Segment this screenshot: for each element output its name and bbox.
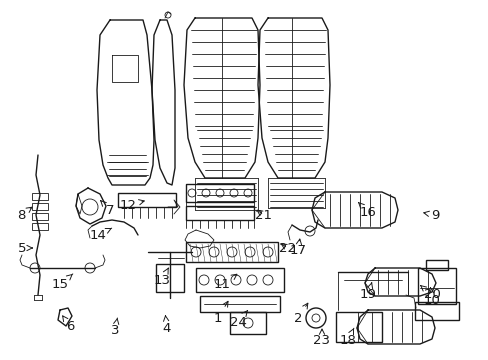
Text: 14: 14 — [89, 228, 111, 242]
Text: 16: 16 — [358, 203, 376, 219]
Bar — [185, 206, 253, 220]
Bar — [414, 302, 458, 320]
Text: 22: 22 — [279, 242, 296, 255]
Text: 7: 7 — [101, 201, 114, 216]
Bar — [425, 260, 447, 270]
Bar — [32, 203, 48, 210]
Text: 20: 20 — [420, 285, 440, 302]
Text: 17: 17 — [289, 239, 306, 257]
Bar — [32, 223, 48, 230]
Bar — [185, 242, 278, 262]
Text: 24: 24 — [229, 310, 247, 328]
Text: 12: 12 — [119, 198, 144, 212]
Text: 9: 9 — [423, 208, 438, 221]
Bar — [229, 312, 265, 334]
Text: 10: 10 — [423, 288, 440, 306]
Text: 5: 5 — [18, 242, 32, 255]
Text: 15: 15 — [51, 274, 73, 292]
Text: 8: 8 — [17, 207, 32, 221]
Text: 11: 11 — [213, 274, 236, 292]
Text: 13: 13 — [153, 268, 170, 287]
Text: 3: 3 — [110, 318, 119, 337]
Bar — [335, 312, 381, 342]
Bar — [118, 193, 176, 207]
Bar — [417, 268, 455, 304]
Text: 23: 23 — [313, 329, 330, 346]
Bar — [156, 264, 183, 292]
Bar — [185, 184, 253, 202]
Text: 1: 1 — [213, 301, 227, 324]
Bar — [32, 213, 48, 220]
Text: 21: 21 — [255, 208, 272, 221]
Text: 2: 2 — [293, 303, 307, 324]
Bar — [196, 268, 284, 292]
Bar — [200, 296, 280, 312]
Text: 18: 18 — [339, 328, 356, 346]
Text: 4: 4 — [163, 316, 171, 334]
Text: 19: 19 — [359, 283, 376, 302]
Text: 6: 6 — [62, 316, 74, 333]
Bar — [32, 193, 48, 200]
